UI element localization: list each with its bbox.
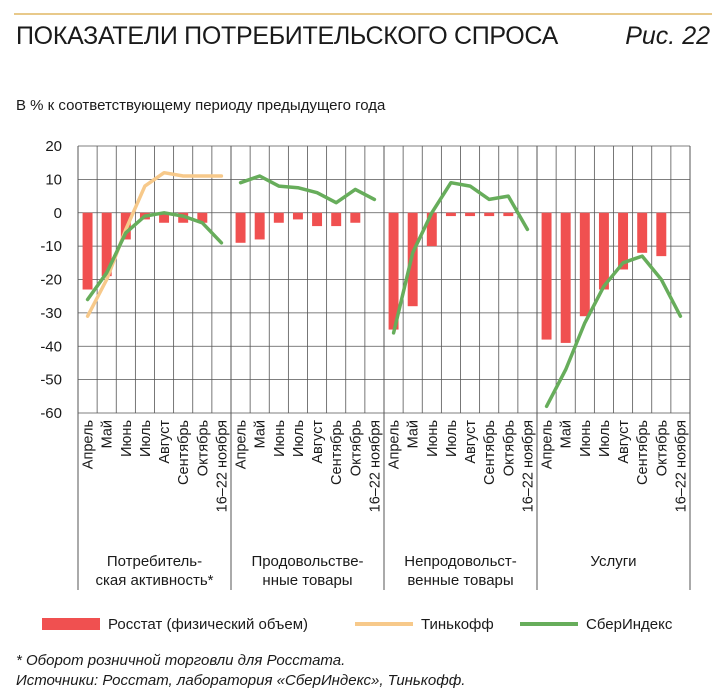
group-label: Продовольстве- — [251, 553, 363, 570]
bar-rosstat — [388, 212, 399, 330]
bar-rosstat — [598, 212, 609, 290]
bar-rosstat — [159, 212, 170, 223]
x-tick-label: Июль — [597, 420, 613, 457]
x-tick-label: Август — [463, 420, 479, 464]
x-tick-label: Октябрь — [501, 420, 517, 476]
legend-swatch-rosstat — [42, 618, 100, 630]
bar-rosstat — [560, 212, 571, 343]
x-tick-label: 16–22 ноября — [673, 420, 689, 512]
chart-notes: * Оборот розничной торговли для Росстата… — [16, 651, 465, 691]
page-title: ПОКАЗАТЕЛИ ПОТРЕБИТЕЛЬСКОГО СПРОСА — [16, 22, 558, 50]
legend-swatch-sber — [520, 622, 578, 626]
figure-label: Рис. 22 — [625, 22, 710, 50]
group-label: нные товары — [262, 572, 352, 589]
line-sber — [238, 174, 377, 205]
bar-rosstat — [637, 212, 648, 253]
bar-rosstat — [541, 212, 552, 340]
line-sber — [85, 211, 224, 302]
y-tick-label: -60 — [40, 405, 62, 422]
y-tick-label: -30 — [40, 305, 62, 322]
x-tick-label: Сентябрь — [176, 420, 192, 485]
x-tick-label: Сентябрь — [482, 420, 498, 485]
x-tick-label: Апрель — [81, 420, 97, 469]
x-tick-label: 16–22 ноября — [520, 420, 536, 512]
y-tick-label: 0 — [54, 205, 62, 222]
legend-item-sber: СберИндекс — [520, 612, 672, 636]
bar-rosstat — [312, 212, 323, 227]
x-tick-label: Октябрь — [195, 420, 211, 476]
bar-rosstat — [465, 212, 476, 217]
x-tick-label: Май — [100, 420, 116, 448]
legend-label-sber: СберИндекс — [586, 615, 673, 633]
x-tick-label: Август — [310, 420, 326, 464]
chart-legend: Росстат (физический объем) Тинькофф Сбер… — [0, 612, 726, 636]
line-sber — [544, 254, 683, 409]
group-label: Непродовольст- — [404, 553, 517, 570]
bar-rosstat — [101, 212, 112, 277]
legend-label-rosstat: Росстат (физический объем) — [108, 615, 309, 633]
bar-rosstat — [292, 212, 303, 220]
x-tick-label: Май — [253, 420, 269, 448]
bar-rosstat — [331, 212, 342, 227]
footnote: * Оборот розничной торговли для Росстата… — [16, 652, 346, 669]
bar-rosstat — [445, 212, 456, 217]
x-tick-label: Октябрь — [654, 420, 670, 476]
x-tick-label: Июль — [138, 420, 154, 457]
x-tick-label: Апрель — [540, 420, 556, 469]
x-tick-label: Июль — [444, 420, 460, 457]
x-tick-label: Июнь — [272, 420, 288, 457]
x-tick-label: Август — [157, 420, 173, 464]
bar-rosstat — [426, 212, 437, 247]
bar-rosstat — [350, 212, 361, 223]
y-tick-label: -40 — [40, 338, 62, 355]
x-tick-label: Июнь — [578, 420, 594, 457]
bar-rosstat — [273, 212, 284, 223]
x-tick-label: Август — [616, 420, 632, 464]
x-tick-label: Май — [406, 420, 422, 448]
bar-rosstat — [82, 212, 93, 290]
bar-rosstat — [197, 212, 208, 223]
x-tick-label: Апрель — [387, 420, 403, 469]
legend-item-rosstat: Росстат (физический объем) — [42, 612, 308, 636]
line-tinkoff — [85, 170, 224, 318]
y-tick-label: 10 — [45, 171, 62, 188]
x-tick-label: Июль — [291, 420, 307, 457]
y-tick-label: -50 — [40, 372, 62, 389]
y-tick-label: -10 — [40, 238, 62, 255]
x-tick-label: Октябрь — [348, 420, 364, 476]
bar-rosstat — [484, 212, 495, 217]
legend-item-tinkoff: Тинькофф — [355, 612, 494, 636]
y-tick-label: -20 — [40, 272, 62, 289]
chart-subtitle: В % к соответствующему периоду предыдуще… — [16, 97, 386, 114]
bar-rosstat — [618, 212, 629, 270]
x-tick-label: Сентябрь — [329, 420, 345, 485]
group-label: Потребитель- — [107, 553, 202, 570]
x-tick-label: Июнь — [119, 420, 135, 457]
x-tick-label: 16–22 ноября — [214, 420, 230, 512]
sources-note: Источники: Росстат, лаборатория «СберИнд… — [16, 672, 466, 689]
bar-rosstat — [579, 212, 590, 317]
group-label: венные товары — [407, 572, 513, 589]
y-tick-label: 20 — [45, 138, 62, 155]
bar-rosstat — [656, 212, 667, 257]
bar-rosstat — [235, 212, 246, 243]
legend-label-tinkoff: Тинькофф — [421, 615, 494, 633]
group-label: ская активность* — [96, 572, 214, 589]
legend-swatch-tinkoff — [355, 622, 413, 626]
x-tick-label: Июнь — [425, 420, 441, 457]
bar-rosstat — [503, 212, 514, 217]
x-tick-label: Май — [559, 420, 575, 448]
group-label: Услуги — [590, 553, 636, 570]
x-tick-label: Сентябрь — [635, 420, 651, 485]
bar-rosstat — [254, 212, 265, 240]
x-tick-label: 16–22 ноября — [367, 420, 383, 512]
line-sber — [391, 180, 530, 335]
x-tick-label: Апрель — [234, 420, 250, 469]
top-rule — [14, 13, 712, 15]
